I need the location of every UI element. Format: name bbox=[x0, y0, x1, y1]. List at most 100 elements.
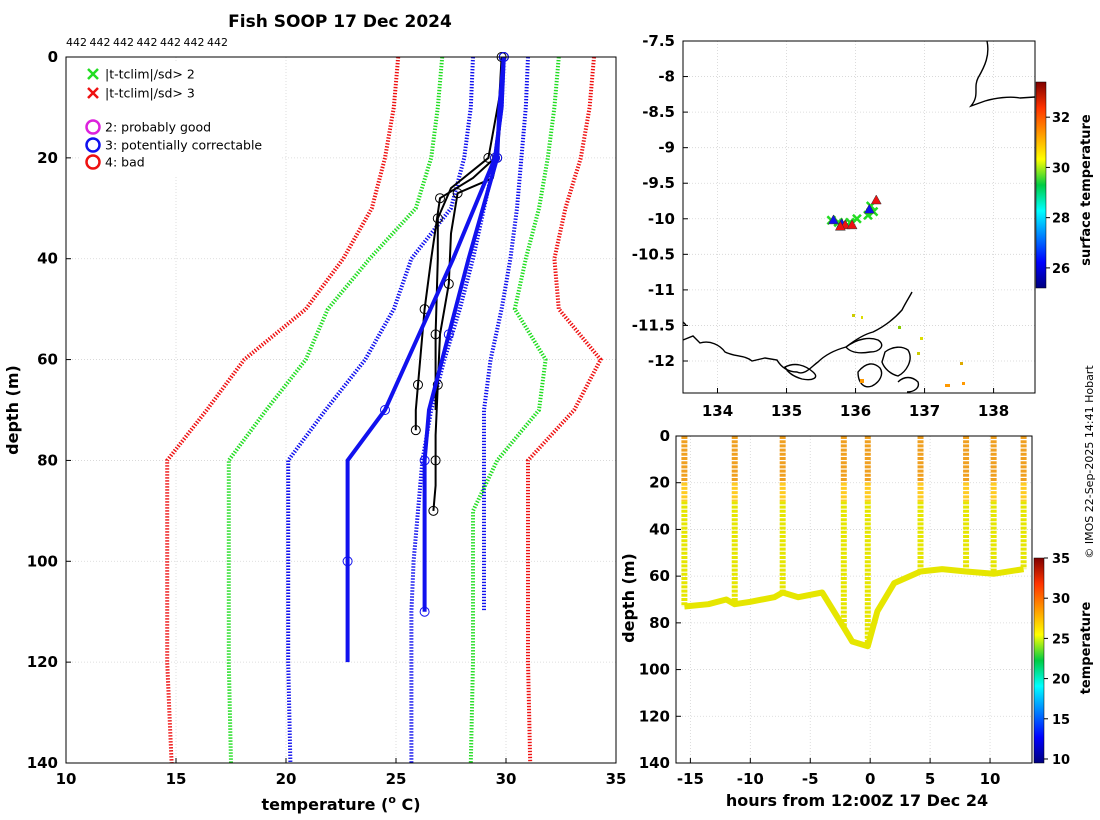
profile-point-marker bbox=[410, 425, 421, 436]
climatology-line bbox=[226, 56, 445, 764]
speckle bbox=[860, 379, 864, 383]
legend-marker-circle bbox=[85, 154, 101, 170]
profile-id: 442 bbox=[160, 36, 181, 49]
climatology-line bbox=[482, 56, 530, 612]
y-axis-label: depth (m) bbox=[3, 365, 22, 455]
profile-point-marker bbox=[490, 152, 500, 163]
profile-point-marker bbox=[443, 278, 454, 289]
climatology-line bbox=[165, 56, 401, 764]
profile-y-ticks: 0 20 40 60 80 100 120 140 bbox=[27, 48, 71, 772]
profile-id: 442 bbox=[66, 36, 87, 49]
colorbar-tick-label: 30 bbox=[1052, 592, 1070, 607]
y-tick-label: 20 bbox=[37, 149, 58, 167]
temperature-colorbar-label: temperature bbox=[1079, 602, 1094, 695]
climatology-line bbox=[468, 56, 561, 764]
speckle bbox=[852, 314, 855, 317]
credit-text: © IMOS 22-Sep-2025 14:41 Hobart bbox=[1083, 365, 1096, 559]
map-y-tick-label: -12 bbox=[648, 352, 675, 370]
profile-id: 442 bbox=[113, 36, 134, 49]
y-tick-label: 80 bbox=[37, 451, 58, 469]
map-y-tick-label: -10.5 bbox=[632, 245, 675, 263]
map-y-tick-label: -7.5 bbox=[642, 32, 675, 50]
profile-point-marker bbox=[413, 379, 423, 390]
legend-label: |t-tclim|/sd> 2 bbox=[105, 67, 195, 82]
time-x-tick-label: 5 bbox=[925, 770, 935, 788]
time-y-tick-label: 100 bbox=[639, 661, 670, 679]
time-depth-data bbox=[681, 436, 1027, 650]
island-3 bbox=[857, 363, 883, 388]
profile-point-marker bbox=[452, 188, 463, 199]
legend: |t-tclim|/sd> 2 |t-tclim|/sd> 3 2: probabl… bbox=[80, 62, 280, 177]
y-tick-label: 100 bbox=[27, 552, 58, 570]
time-y-tick-label: 140 bbox=[639, 754, 670, 772]
map-y-ticks: -7.5 -8 -8.5 -9 -9.5 -10 -10.5 -11 -11.5 -12 bbox=[632, 32, 688, 370]
time-x-tick-label: 0 bbox=[865, 770, 875, 788]
profile-id: 442 bbox=[184, 36, 205, 49]
time-x-tick-label: 10 bbox=[980, 770, 1001, 788]
chart-title: Fish SOOP 17 Dec 2024 bbox=[228, 12, 452, 32]
x-tick-label: 35 bbox=[606, 770, 627, 788]
profile-point-marker bbox=[428, 505, 439, 516]
legend-label: 4: bad bbox=[105, 155, 145, 170]
surface-temperature-colorbar bbox=[1035, 81, 1047, 289]
map-y-tick-label: -8 bbox=[658, 68, 675, 86]
x-tick-label: 20 bbox=[276, 770, 297, 788]
map-panel: 134 135 136 137 138 -7.5 -8 -8.5 -9 -9.5 -10 -10.5… bbox=[632, 32, 1094, 420]
climatology-line bbox=[409, 56, 506, 763]
colorbar-tick-label: 20 bbox=[1052, 673, 1070, 688]
map-x-tick-label: 134 bbox=[702, 402, 733, 420]
time-y-tick-label: 120 bbox=[639, 707, 670, 725]
profile-id-row: 442 442 442 442 442 442 442 bbox=[66, 36, 228, 49]
legend-marker-circle bbox=[85, 119, 101, 135]
legend-marker-circle bbox=[85, 137, 101, 153]
y-tick-label: 120 bbox=[27, 653, 58, 671]
colorbar-tick-label: 10 bbox=[1052, 753, 1070, 768]
x-tick-label: 15 bbox=[166, 770, 187, 788]
map-y-tick-label: -11.5 bbox=[632, 316, 675, 334]
profile-point-marker bbox=[430, 329, 441, 340]
profile-point-marker bbox=[380, 405, 390, 415]
profile-point-marker bbox=[430, 455, 441, 466]
speckle bbox=[898, 326, 901, 329]
legend-label: 3: potentially correctable bbox=[105, 138, 262, 153]
time-x-axis-label: hours from 12:00Z 17 Dec 24 bbox=[726, 791, 988, 810]
map-point-triangle bbox=[870, 194, 882, 205]
time-x-tick-label: -5 bbox=[802, 770, 819, 788]
map-point-cross bbox=[852, 213, 862, 224]
colorbar-tick-label: 30 bbox=[1052, 161, 1070, 176]
map-y-tick-label: -11 bbox=[648, 281, 675, 299]
profile-point-marker bbox=[435, 193, 445, 204]
speckle bbox=[861, 316, 863, 319]
island-5 bbox=[897, 376, 920, 393]
profile-series bbox=[165, 52, 603, 764]
colorbar-tick-label: 35 bbox=[1052, 552, 1070, 567]
y-tick-label: 60 bbox=[37, 351, 58, 369]
coastal-speckles bbox=[852, 314, 965, 387]
profile-id: 442 bbox=[137, 36, 158, 49]
profile-id: 442 bbox=[90, 36, 111, 49]
profile-id: 442 bbox=[207, 36, 228, 49]
map-point-triangle bbox=[863, 203, 875, 214]
island-4 bbox=[881, 346, 911, 377]
speckle bbox=[960, 362, 963, 365]
map-x-ticks: 134 135 136 137 138 bbox=[702, 388, 1009, 420]
climatology-line bbox=[286, 56, 475, 764]
temperature-colorbar-ticks: 10 15 20 25 30 35 bbox=[1044, 552, 1070, 768]
island-1 bbox=[784, 363, 817, 381]
speckle bbox=[917, 352, 920, 355]
map-x-tick-label: 135 bbox=[771, 402, 802, 420]
time-x-tick-label: -15 bbox=[677, 770, 704, 788]
island-2 bbox=[845, 337, 883, 354]
colorbar-tick-label: 28 bbox=[1052, 212, 1070, 227]
time-y-tick-label: 80 bbox=[649, 614, 670, 632]
time-y-tick-label: 60 bbox=[649, 567, 670, 585]
legend-marker-cross bbox=[87, 87, 99, 99]
y-tick-label: 140 bbox=[27, 754, 58, 772]
map-y-tick-label: -8.5 bbox=[642, 103, 675, 121]
speckle bbox=[920, 337, 923, 340]
x-tick-label: 25 bbox=[386, 770, 407, 788]
x-tick-label: 30 bbox=[496, 770, 517, 788]
time-y-tick-label: 20 bbox=[649, 474, 670, 492]
profile-line bbox=[345, 56, 506, 663]
profile-point-marker bbox=[419, 455, 430, 466]
